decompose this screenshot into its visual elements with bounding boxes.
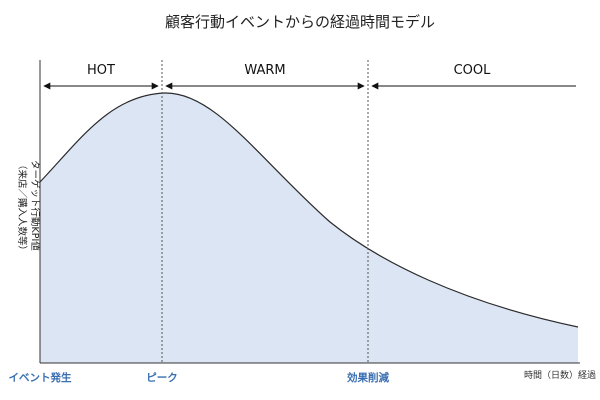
y-axis-label-group: ターゲット行動KPI値 （来店／購入人数等） bbox=[16, 160, 41, 255]
diagram-title: 顧客行動イベントからの経過時間モデル bbox=[165, 13, 435, 31]
marker-event: イベント発生 bbox=[9, 371, 72, 384]
marker-decline: 効果削減 bbox=[347, 371, 389, 384]
kpi-area bbox=[40, 92, 578, 363]
y-axis-label-main: ターゲット行動KPI値 bbox=[29, 160, 41, 251]
zone-label-hot: HOT bbox=[87, 63, 115, 78]
y-axis-label-sub: （来店／購入人数等） bbox=[16, 160, 28, 255]
zone-label-warm: WARM bbox=[244, 63, 285, 78]
x-axis-label: 時間（日数）経過 bbox=[524, 369, 596, 381]
zone-label-cool: COOL bbox=[454, 63, 492, 78]
kpi-curve bbox=[39, 92, 579, 328]
marker-peak: ピーク bbox=[146, 372, 178, 384]
